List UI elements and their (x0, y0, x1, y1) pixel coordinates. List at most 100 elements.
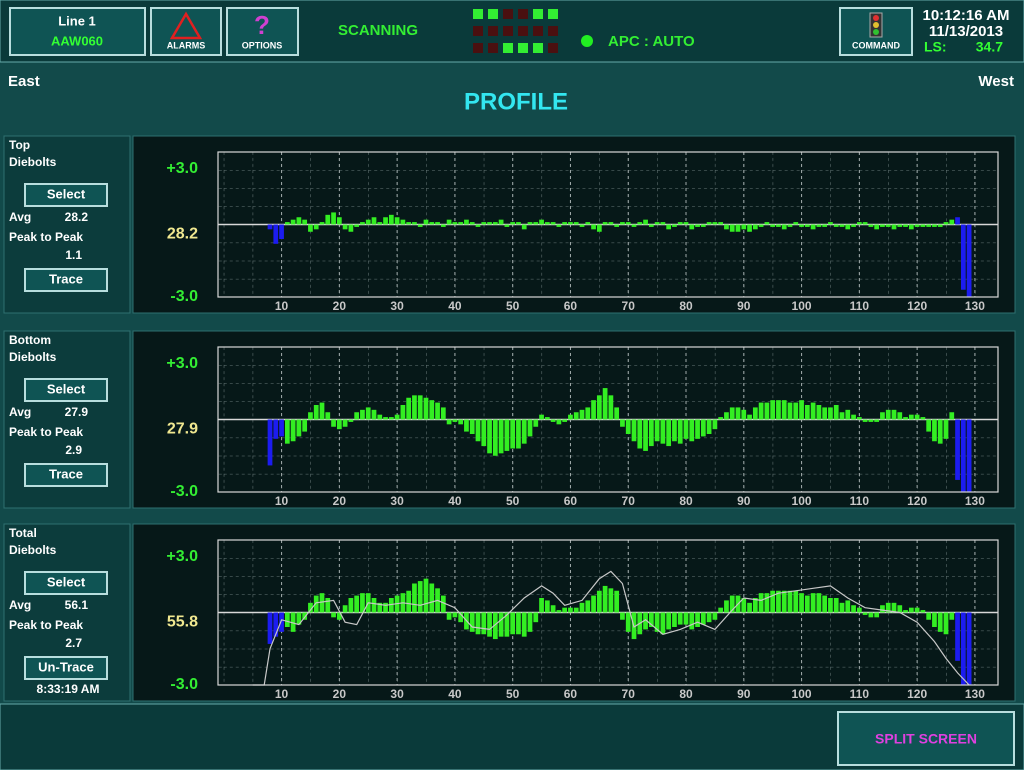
apc-indicator (581, 35, 593, 47)
split-screen-button[interactable] (837, 711, 1015, 766)
bar (487, 612, 492, 637)
bar (851, 605, 856, 613)
bar (614, 224, 620, 227)
select-button[interactable] (24, 183, 108, 207)
bar (556, 419, 562, 425)
bar (492, 612, 498, 640)
bar (856, 222, 862, 225)
bar (700, 612, 706, 625)
bar (839, 412, 845, 420)
options-button[interactable] (226, 7, 299, 56)
bar (591, 595, 596, 613)
bar (908, 607, 914, 613)
ls-label: LS: (924, 39, 947, 55)
bar (776, 590, 781, 613)
bar (596, 224, 602, 232)
bar (885, 409, 891, 420)
bar (331, 419, 336, 427)
bar (937, 612, 943, 632)
bar (793, 402, 799, 420)
bar (776, 224, 781, 227)
bar (799, 400, 804, 420)
p2p-value: 1.1 (65, 248, 82, 262)
bar (544, 222, 550, 225)
x-tick-label: 40 (448, 299, 462, 313)
bar (446, 419, 452, 425)
alarm-icon (169, 11, 203, 40)
bar (712, 612, 718, 620)
bar (504, 224, 510, 227)
bar (810, 402, 816, 420)
plot-border (217, 151, 999, 298)
x-tick-label: 40 (448, 494, 462, 508)
x-tick-label: 10 (275, 299, 289, 313)
bar (955, 217, 960, 225)
bar (706, 419, 712, 434)
bar (284, 612, 290, 627)
bar (643, 419, 648, 451)
bar (521, 612, 527, 637)
bar (360, 409, 365, 420)
bar (770, 224, 776, 227)
apc-label: APC : AUTO (608, 33, 695, 50)
bar (319, 402, 325, 420)
bar (793, 590, 799, 613)
bar (856, 607, 862, 613)
bar (648, 612, 654, 627)
line-label: Line 1 (58, 13, 96, 28)
y-tick-label: +3.0 (166, 160, 198, 177)
bar (354, 595, 360, 613)
bar (464, 419, 469, 432)
bar (880, 412, 885, 420)
x-tick-label: 10 (275, 494, 289, 508)
bar (683, 612, 689, 625)
bar (516, 612, 521, 635)
bar (851, 414, 856, 420)
bar (325, 412, 331, 420)
bar (718, 417, 724, 420)
bar (342, 419, 348, 427)
bar (770, 590, 776, 613)
bar (360, 593, 365, 613)
bar (880, 605, 885, 613)
select-button[interactable] (24, 571, 108, 595)
x-tick-label: 50 (506, 299, 520, 313)
bar (672, 612, 677, 627)
select-label: Select (47, 574, 86, 589)
bar (660, 612, 666, 635)
bar (539, 414, 544, 420)
p2p-label: Peak to Peak (9, 618, 83, 632)
bar (689, 419, 695, 442)
bar (591, 400, 596, 420)
options-icon: ? (254, 10, 270, 40)
trace-button[interactable] (24, 268, 108, 292)
bar (660, 419, 666, 444)
alarms-label: ALARMS (167, 40, 206, 50)
line-button[interactable] (9, 7, 146, 56)
bar (458, 612, 464, 623)
traffic-light-icon (869, 12, 883, 38)
bar (521, 419, 527, 444)
bar (631, 224, 637, 227)
trace-button[interactable] (24, 463, 108, 487)
bar (371, 409, 377, 420)
bar (729, 224, 735, 232)
bar (620, 419, 625, 427)
select-button[interactable] (24, 378, 108, 402)
bar (516, 419, 521, 449)
bar (914, 224, 920, 227)
x-tick-label: 110 (850, 687, 870, 701)
bar (284, 419, 290, 444)
bar (752, 598, 758, 613)
bar (856, 417, 862, 420)
bar (932, 224, 937, 227)
y-tick-label: -3.0 (170, 676, 198, 693)
y-tick-label: +3.0 (166, 548, 198, 565)
bar (926, 419, 932, 432)
bar (932, 612, 937, 627)
bar (423, 219, 429, 225)
bar (550, 419, 556, 422)
select-label: Select (47, 381, 86, 396)
trace-button[interactable] (24, 656, 108, 680)
bar (492, 222, 498, 225)
